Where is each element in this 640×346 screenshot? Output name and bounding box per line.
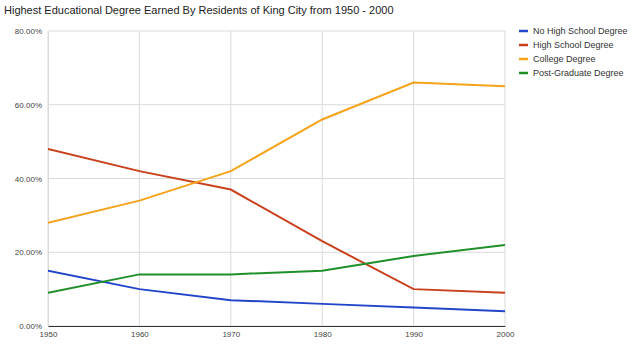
tick: 20.00% [15, 248, 48, 257]
tick-label: 2000 [497, 330, 515, 339]
tick: 1960 [131, 326, 149, 339]
tick-label: 1980 [314, 330, 332, 339]
tick-label: 60.00% [15, 101, 42, 110]
axis-line [48, 32, 49, 327]
legend: No High School Degree High School Degree C… [519, 26, 628, 78]
tick: 60.00% [15, 101, 48, 110]
tick: 1980 [314, 326, 332, 339]
legend-label: College Degree [533, 54, 596, 64]
legend-label: No High School Degree [533, 26, 628, 36]
series-line [48, 149, 505, 293]
title: Highest Educational Degree Earned By Res… [4, 4, 394, 16]
legend-swatch [519, 58, 528, 61]
legend-item: High School Degree [519, 40, 614, 50]
grid-line [230, 31, 231, 326]
legend-label: High School Degree [533, 40, 614, 50]
tick: 80.00% [15, 27, 48, 36]
legend-item: Post-Graduate Degree [519, 68, 624, 78]
tick-label: 1960 [131, 330, 149, 339]
grid-line [48, 104, 505, 105]
chart: Highest Educational Degree Earned By Res… [0, 0, 640, 346]
series-line [48, 245, 505, 293]
legend-label: Post-Graduate Degree [533, 68, 624, 78]
tick-label: 20.00% [15, 248, 42, 257]
grid-line [48, 178, 505, 179]
tick: 1970 [222, 326, 240, 339]
legend-swatch [519, 30, 528, 33]
grid-line [413, 31, 414, 326]
legend-item: No High School Degree [519, 26, 628, 36]
tick-label: 0.00% [19, 322, 42, 331]
axis-line [49, 326, 506, 327]
tick: 1990 [405, 326, 423, 339]
tick-label: 1970 [222, 330, 240, 339]
lines [48, 83, 505, 312]
grid [48, 31, 505, 326]
legend-swatch [519, 44, 528, 47]
legend-item: College Degree [519, 54, 596, 64]
grid-line [505, 31, 506, 326]
tick-label: 80.00% [15, 27, 42, 36]
tick: 40.00% [15, 175, 48, 184]
legend-swatch [519, 72, 528, 75]
series-line [48, 83, 505, 223]
tick: 1950 [40, 326, 58, 339]
tick: 2000 [497, 326, 515, 339]
grid-line [48, 326, 505, 327]
grid-line [322, 31, 323, 326]
tick-label: 40.00% [15, 175, 42, 184]
grid-line [139, 31, 140, 326]
plot: 0.00% 20.00% 40.00% 60.00% 80.00% 1950 1960 197… [15, 27, 515, 339]
tick-label: 1950 [40, 330, 58, 339]
x-axis: 1950 1960 1970 1980 1990 2000 [40, 326, 515, 339]
grid-line [48, 31, 505, 32]
tick-label: 1990 [405, 330, 423, 339]
y-axis: 0.00% 20.00% 40.00% 60.00% 80.00% [15, 27, 49, 331]
grid-line [48, 31, 49, 326]
